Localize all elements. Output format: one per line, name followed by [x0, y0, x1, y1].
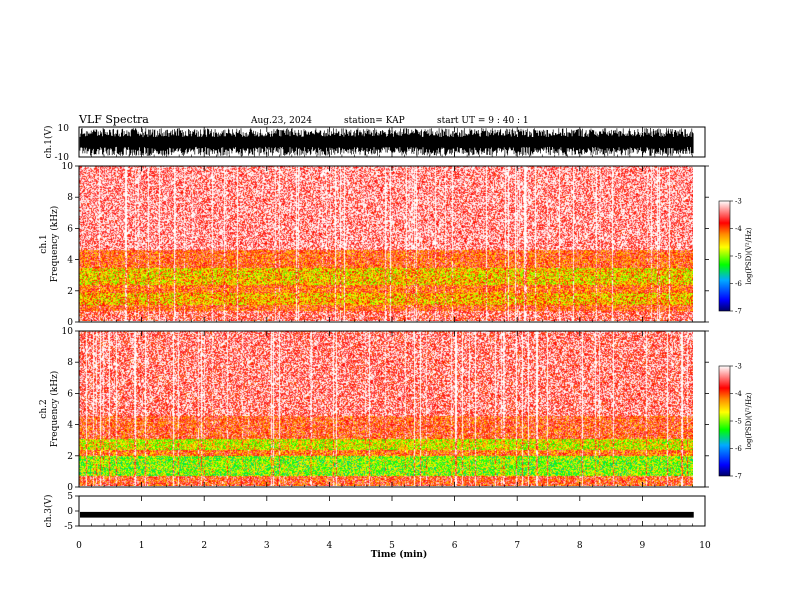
- ch1-spectrogram-ytick-label: 4: [67, 256, 73, 266]
- ch2-spectrogram-ytick-label: 0: [67, 483, 73, 493]
- ch1-spectrogram-ytick-label: 2: [67, 287, 73, 297]
- time-axis: 0 1 2 3 4 5 6 7 8 9 10 Time (min): [76, 127, 711, 560]
- ch2-colorbar-tick-label: -5: [735, 418, 742, 426]
- ch3-waveform-panel: 5 0 -5 ch.3(V): [43, 492, 706, 532]
- ch2-colorbar-label: log(PSD)(V²/Hz): [745, 392, 753, 449]
- ch3-ytick-label: 5: [67, 492, 73, 502]
- ch1-colorbar-tick-label: -7: [735, 308, 742, 316]
- ch1-spectrogram-ytick-label: 10: [62, 162, 74, 172]
- ch2-frequency-label: Frequency (kHz): [49, 371, 60, 448]
- ch2-colorbar-tick-label: -6: [735, 445, 742, 453]
- ch2-spectrogram-ytick-label: 6: [67, 389, 73, 399]
- ch2-colorbar: -3 -4 -5 -6 -7 log(PSD)(V²/Hz): [718, 363, 753, 481]
- ch2-colorbar-tick-label: -3: [735, 363, 742, 371]
- ch1-channel-label: ch.1: [39, 234, 49, 253]
- ch3-waveform-trace: [80, 511, 694, 518]
- ch1-colorbar-tick-label: -3: [735, 198, 742, 206]
- time-tick-label: 3: [264, 541, 270, 551]
- ch3-waveform-band: [80, 511, 694, 518]
- ch2-spectrogram-panel: 0 2 4 6 8 10 ch.2 Frequency (kHz): [39, 327, 709, 493]
- ch1-ylabel: ch.1(V): [43, 126, 54, 159]
- ch2-colorbar-gradient: [718, 365, 731, 477]
- time-tick-label: 1: [139, 541, 145, 551]
- ch1-spectrogram-ytick-label: 8: [67, 193, 73, 203]
- ch1-colorbar-tick-label: -6: [735, 280, 742, 288]
- ch1-ytick-top: 10: [58, 124, 70, 134]
- ch2-spectrogram-ytick-label: 4: [67, 421, 73, 431]
- ch1-spectrogram-image: [79, 166, 693, 321]
- ch2-spectrogram-ytick-label: 10: [62, 327, 74, 337]
- ch2-colorbar-tick-label: -7: [735, 473, 742, 481]
- time-tick-label: 10: [699, 541, 711, 551]
- ch1-colorbar-label: log(PSD)(V²/Hz): [745, 227, 753, 284]
- ch2-spectrogram-ytick-label: 8: [67, 358, 73, 368]
- ch2-channel-label: ch.2: [39, 399, 49, 418]
- station-label: station= KAP: [344, 116, 405, 126]
- ch2-colorbar-tick-label: -4: [735, 390, 742, 398]
- time-tick-label: 0: [76, 541, 82, 551]
- time-tick-label: 2: [201, 541, 207, 551]
- ch1-spectrogram-ytick-label: 0: [67, 318, 73, 328]
- ch2-spectrogram-ytick-label: 2: [67, 452, 73, 462]
- time-tick-label: 5: [389, 541, 395, 551]
- time-tick-label: 4: [327, 541, 333, 551]
- ch3-ytick-label: 0: [67, 507, 73, 517]
- time-tick-label: 9: [640, 541, 646, 551]
- ch3-ytick-label: -5: [64, 522, 73, 532]
- ch1-waveform-panel: 10 -10 ch.1(V): [43, 124, 706, 163]
- ch1-spectrogram-panel: 0 2 4 6 8 10 ch.1 Frequency (kHz): [39, 162, 709, 328]
- ch1-colorbar: -3 -4 -5 -6 -7 log(PSD)(V²/Hz): [718, 198, 753, 316]
- ch1-colorbar-gradient: [718, 200, 731, 312]
- start-time-label: start UT = 9 : 40 : 1: [437, 116, 529, 126]
- time-axis-label: Time (min): [371, 549, 428, 560]
- ch1-colorbar-tick-label: -5: [735, 253, 742, 261]
- time-tick-label: 8: [577, 541, 583, 551]
- ch1-frequency-label: Frequency (kHz): [49, 206, 60, 283]
- date-label: Aug.23, 2024: [250, 116, 312, 126]
- ch2-spectrogram-image: [79, 331, 693, 486]
- ch1-waveform-trace: [79, 128, 694, 156]
- ch1-waveform-path: [79, 128, 694, 156]
- time-tick-label: 6: [452, 541, 458, 551]
- ch1-colorbar-tick-label: -4: [735, 225, 742, 233]
- ch3-ylabel: ch.3(V): [43, 495, 54, 528]
- ch1-spectrogram-ytick-label: 6: [67, 224, 73, 234]
- figure-title: VLF Spectra: [78, 113, 149, 126]
- time-tick-label: 7: [514, 541, 520, 551]
- ch1-ytick-bottom: -10: [55, 153, 70, 163]
